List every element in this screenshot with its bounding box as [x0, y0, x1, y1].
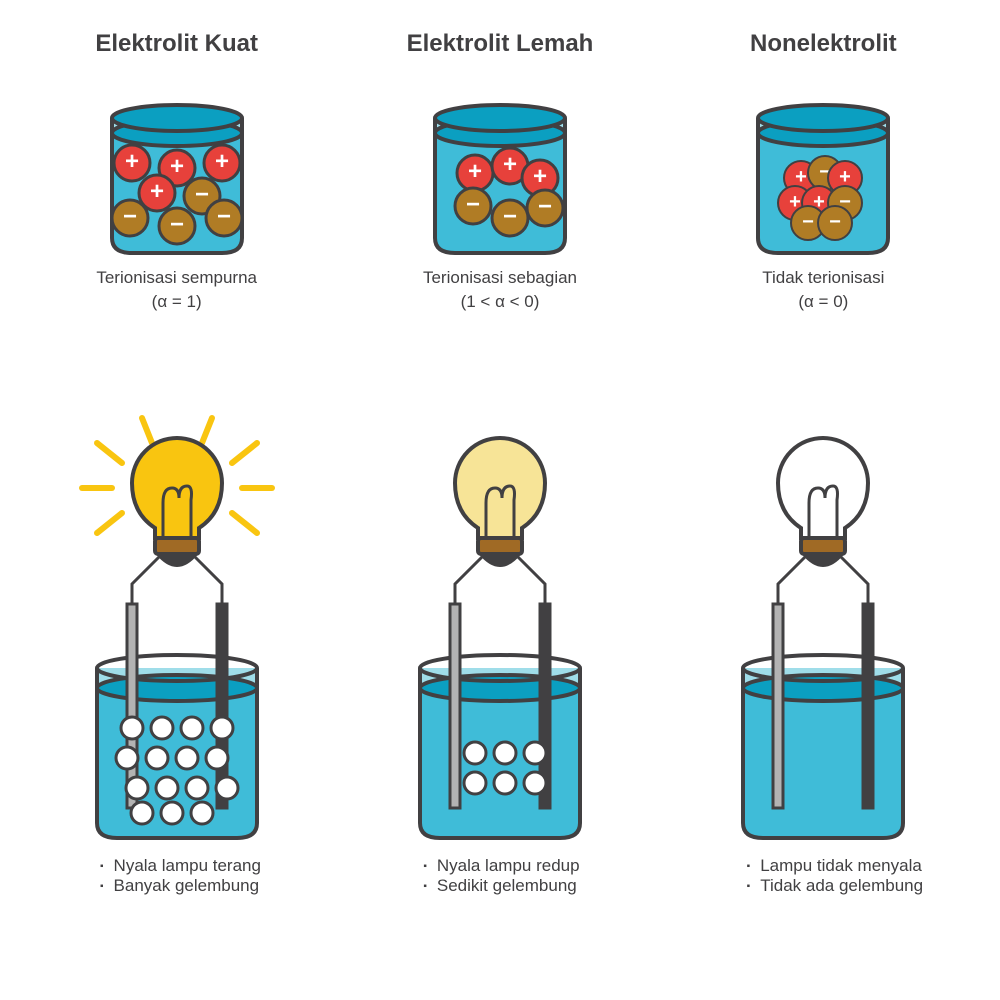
svg-text:−: −: [829, 211, 841, 233]
svg-text:−: −: [503, 203, 517, 230]
bulb-apparatus: [713, 408, 933, 848]
observation-item: Banyak gelembung: [100, 876, 333, 896]
column-title: Elektrolit Lemah: [407, 30, 594, 58]
observation-item: Nyala lampu terang: [100, 856, 333, 876]
column-title: Nonelektrolit: [750, 30, 897, 58]
svg-text:+: +: [170, 153, 184, 180]
column-bottom: Lampu tidak menyalaTidak ada gelembung: [667, 408, 980, 990]
column-top: Elektrolit Kuat++++−−−−Terionisasi sempu…: [20, 30, 333, 408]
observations-list: Lampu tidak menyalaTidak ada gelembung: [667, 856, 980, 896]
svg-text:+: +: [215, 148, 229, 175]
column-top: Nonelektrolit+−+++−−−Tidak terionisasi(α…: [667, 30, 980, 408]
svg-text:−: −: [466, 191, 480, 218]
svg-text:−: −: [802, 211, 814, 233]
observation-item: Nyala lampu redup: [423, 856, 656, 876]
svg-text:−: −: [217, 203, 231, 230]
svg-text:−: −: [170, 211, 184, 238]
observation-item: Tidak ada gelembung: [747, 876, 980, 896]
svg-text:+: +: [150, 178, 164, 205]
observations-list: Nyala lampu terangBanyak gelembung: [20, 856, 333, 896]
column-bottom: Nyala lampu redupSedikit gelembung: [343, 408, 656, 990]
observation-item: Lampu tidak menyala: [747, 856, 980, 876]
svg-text:+: +: [795, 166, 807, 188]
svg-text:−: −: [538, 193, 552, 220]
svg-text:−: −: [195, 181, 209, 208]
column-top: Elektrolit Lemah+++−−−Terionisasi sebagi…: [343, 30, 656, 408]
ionization-beaker: +++−−−: [405, 78, 595, 258]
ionization-beaker: +−+++−−−: [728, 78, 918, 258]
observations-list: Nyala lampu redupSedikit gelembung: [343, 856, 656, 896]
ionization-caption: Tidak terionisasi(α = 0): [762, 266, 884, 314]
svg-text:+: +: [468, 158, 482, 185]
observation-item: Sedikit gelembung: [423, 876, 656, 896]
bulb-apparatus: [390, 408, 610, 848]
column-bottom: Nyala lampu terangBanyak gelembung: [20, 408, 333, 990]
svg-text:+: +: [533, 163, 547, 190]
bulb-apparatus: [67, 408, 287, 848]
svg-text:+: +: [503, 151, 517, 178]
svg-text:+: +: [125, 148, 139, 175]
svg-text:−: −: [123, 203, 137, 230]
ionization-caption: Terionisasi sempurna(α = 1): [96, 266, 257, 314]
column-title: Elektrolit Kuat: [95, 30, 258, 58]
ionization-beaker: ++++−−−−: [82, 78, 272, 258]
ionization-caption: Terionisasi sebagian(1 < α < 0): [423, 266, 577, 314]
svg-text:+: +: [839, 166, 851, 188]
